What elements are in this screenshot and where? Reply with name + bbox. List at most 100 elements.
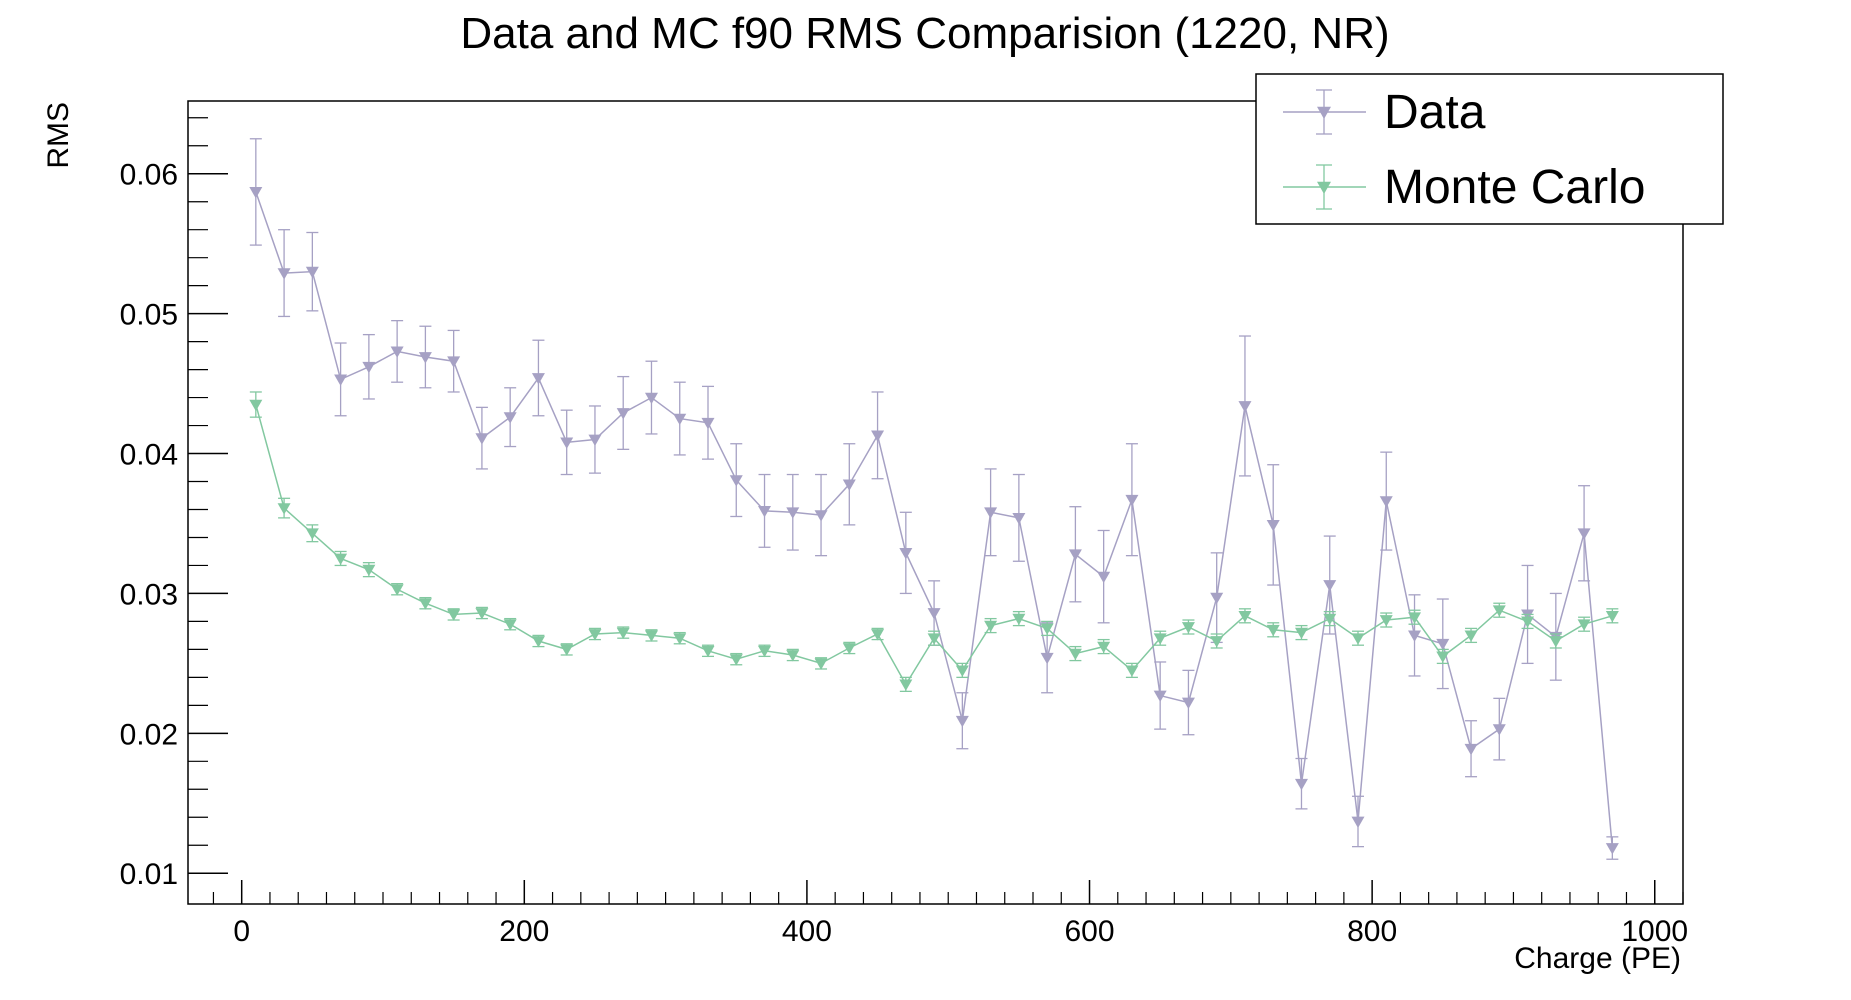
data-point — [644, 392, 658, 405]
data-point — [1097, 571, 1111, 584]
data-point — [814, 658, 828, 670]
data-point — [1379, 615, 1393, 627]
data-point — [475, 433, 489, 445]
y-tick-label: 0.06 — [120, 159, 178, 192]
data-point — [1464, 743, 1478, 756]
data-point — [560, 437, 574, 449]
data-point — [503, 412, 517, 424]
series-monte-carlo — [249, 391, 1619, 693]
data-point — [1040, 623, 1054, 635]
data-point — [1577, 528, 1591, 540]
x-axis: 0 200 400 600 800 1000 — [212, 880, 1688, 948]
plot-frame — [187, 100, 1684, 905]
data-point — [447, 609, 461, 621]
data-point — [1464, 630, 1478, 642]
y-tick-label: 0.05 — [120, 299, 178, 332]
data-point — [1210, 592, 1224, 605]
data-point — [1605, 610, 1619, 623]
data-point — [362, 361, 376, 374]
data-point — [1379, 496, 1393, 508]
x-tick-label: 600 — [1064, 915, 1114, 948]
data-point — [588, 434, 602, 447]
x-tick-label: 400 — [782, 915, 832, 948]
data-point — [1210, 636, 1224, 648]
data-point — [305, 266, 319, 279]
data-point — [899, 679, 913, 691]
y-tick-label: 0.01 — [120, 858, 178, 891]
data-point — [390, 346, 404, 358]
legend-entries: Data Monte Carlo — [1283, 86, 1645, 214]
data-point — [1012, 613, 1026, 626]
data-point — [842, 479, 856, 491]
data-point — [1294, 778, 1308, 791]
data-point — [1521, 616, 1535, 628]
data-point — [1294, 627, 1308, 640]
x-tick-label: 0 — [233, 915, 250, 948]
data-point — [1408, 612, 1422, 624]
data-point — [418, 598, 432, 610]
series-layer — [249, 138, 1619, 860]
legend-label: Data — [1384, 86, 1486, 139]
data-point — [871, 430, 885, 442]
x-axis-label: Charge (PE) — [1514, 942, 1681, 975]
x-tick-label: 200 — [499, 915, 549, 948]
legend-label: Monte Carlo — [1384, 161, 1645, 214]
data-point — [786, 507, 800, 519]
data-point — [758, 506, 772, 518]
data-point — [1238, 401, 1252, 413]
legend-box — [1255, 73, 1724, 225]
legend-entry-monte-carlo: Monte Carlo — [1283, 161, 1645, 214]
data-point — [1153, 633, 1167, 645]
data-point — [1577, 619, 1591, 631]
data-point — [729, 475, 743, 487]
data-point — [984, 507, 998, 519]
x-tick-label: 800 — [1347, 915, 1397, 948]
legend-marker — [1317, 106, 1331, 119]
data-point — [390, 584, 404, 596]
data-point — [1266, 520, 1280, 532]
plot-area: 0 200 400 600 800 1000 0.010.020.030.040.050.… — [120, 100, 1688, 948]
legend: Data Monte Carlo — [1255, 73, 1724, 225]
y-axis: 0.01 0.02 0.03 0.04 0.05 0.06 — [120, 117, 228, 891]
x-tick-label: 1000 — [1621, 915, 1688, 948]
series-data — [249, 138, 1619, 860]
data-point — [1436, 651, 1450, 663]
data-point — [814, 510, 828, 522]
data-point — [1351, 816, 1365, 828]
chart-title: Data and MC f90 RMS Comparision (1220, N… — [460, 9, 1389, 58]
data-point — [1125, 665, 1139, 677]
data-point — [701, 417, 715, 430]
data-point — [1436, 638, 1450, 651]
data-point — [1323, 580, 1337, 592]
data-point — [842, 643, 856, 655]
data-point — [1153, 690, 1167, 703]
data-point — [927, 608, 941, 620]
data-point — [249, 399, 263, 412]
data-point — [1238, 610, 1252, 623]
data-point — [1097, 641, 1111, 654]
data-point — [249, 187, 263, 199]
data-point — [644, 630, 658, 642]
data-point — [447, 356, 461, 368]
data-point — [1068, 549, 1082, 561]
data-point — [758, 645, 772, 658]
data-point — [277, 503, 291, 515]
data-point — [729, 654, 743, 666]
data-point — [1125, 494, 1139, 507]
data-point — [1549, 636, 1563, 648]
data-point — [1012, 513, 1026, 525]
y-axis-label: RMS — [42, 102, 75, 169]
data-point — [475, 608, 489, 620]
data-point — [334, 374, 348, 386]
data-point — [673, 413, 687, 426]
data-point — [588, 629, 602, 641]
data-point — [1040, 652, 1054, 665]
data-point — [673, 633, 687, 645]
data-point — [503, 619, 517, 631]
data-point — [984, 620, 998, 633]
data-point — [1181, 622, 1195, 634]
data-point — [1181, 697, 1195, 710]
data-point — [871, 629, 885, 641]
legend-marker — [1317, 181, 1331, 194]
